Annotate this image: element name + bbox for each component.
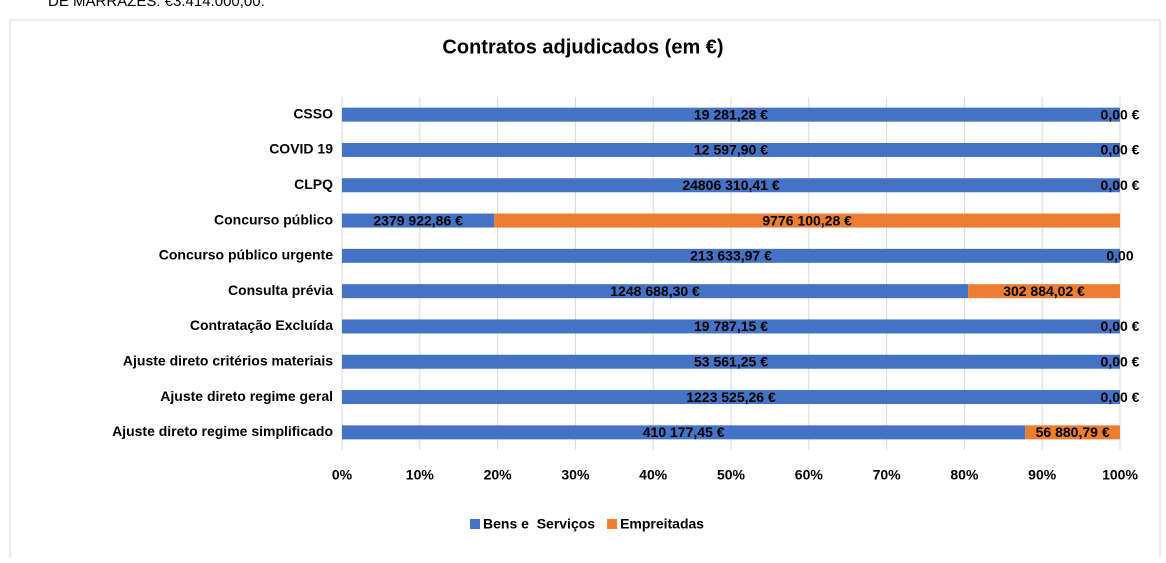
legend-swatch [470,519,480,529]
legend-swatch [607,519,618,529]
x-tick-label: 90% [1028,467,1057,483]
x-tick-label: 50% [717,467,746,483]
y-tick-label: CSSO [293,105,333,121]
bar-segment [342,178,1120,193]
data-label: 213 633,97 € [690,248,772,264]
data-label: 9776 100,28 € [762,212,852,228]
bar-segment [342,284,969,299]
data-label: 0,00 € [1101,142,1140,158]
bar-segment [1025,425,1120,440]
data-label: 56 880,79 € [1036,424,1110,440]
data-label: 0,00 € [1101,318,1140,334]
x-tick-label: 30% [561,467,590,483]
bar-segment [342,390,1120,405]
y-tick-label: Ajuste direto critérios materiais [123,352,333,368]
chart-title: Contratos adjudicados (em €) [442,36,723,58]
y-tick-label: CLPQ [294,176,333,192]
y-tick-label: Concurso público [214,211,333,227]
data-label: 0,00 € [1101,106,1140,122]
bar-segment [342,425,1026,440]
x-tick-label: 60% [795,467,824,483]
y-tick-label: Contratação Excluída [190,317,333,333]
data-label: 0,00 € [1101,389,1140,405]
legend-label: Empreitadas [620,516,704,532]
header-fragment: DE MARRAZES: €3.414.000,00. [48,0,265,10]
y-tick-label: Ajuste direto regime geral [160,388,333,404]
data-label: 24806 310,41 € [682,177,780,193]
data-label: 19 281,28 € [694,106,768,122]
y-tick-label: COVID 19 [269,141,333,157]
data-label: 1248 688,30 € [610,283,700,299]
bar-segment [968,284,1120,299]
bar-segment [342,107,1120,122]
x-tick-label: 0% [332,467,353,483]
bar-segment [342,142,1120,157]
bar-segment [494,213,1121,228]
bar-segment [342,248,1120,263]
data-label: 0,00 € [1101,353,1140,369]
x-tick-label: 40% [639,467,668,483]
data-label: 410 177,45 € [643,424,725,440]
y-tick-label: Consulta prévia [228,282,333,298]
x-tick-label: 70% [873,467,902,483]
data-label: 19 787,15 € [694,318,768,334]
data-label: 0,00 € [1101,177,1140,193]
x-tick-label: 20% [484,467,513,483]
x-tick-label: 80% [950,467,979,483]
data-label: 0,00 [1106,248,1133,264]
x-tick-label: 100% [1102,467,1138,483]
bar-segment [342,354,1120,369]
data-label: 53 561,25 € [694,353,768,369]
bar-segment [342,213,495,228]
data-label: 2379 922,86 € [373,212,463,228]
x-tick-label: 10% [406,467,435,483]
data-label: 12 597,90 € [694,142,768,158]
data-label: 302 884,02 € [1003,283,1085,299]
legend-label: Bens e Serviços [483,516,595,532]
y-tick-label: Concurso público urgente [159,247,333,263]
y-tick-label: Ajuste direto regime simplificado [112,423,333,439]
bar-segment [342,319,1120,334]
data-label: 1223 525,26 € [686,389,776,405]
